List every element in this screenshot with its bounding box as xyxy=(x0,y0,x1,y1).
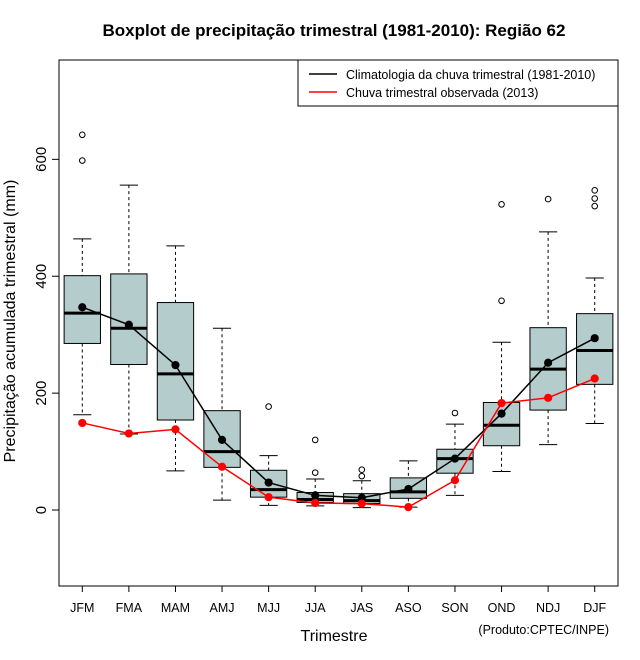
box-ndj xyxy=(529,195,567,446)
outlier-point xyxy=(311,469,319,476)
x-tick-label-mam: MAM xyxy=(161,601,190,615)
x-tick-label-ndj: NDJ xyxy=(536,601,560,615)
outlier-point xyxy=(78,157,86,164)
series-point-observada xyxy=(311,498,320,508)
series-point-climatologia xyxy=(264,478,273,487)
outlier-point xyxy=(498,297,505,305)
x-tick-label-aso: ASO xyxy=(395,601,422,615)
box-fma xyxy=(110,184,148,435)
series-line-climatologia xyxy=(82,306,596,499)
series-lines xyxy=(78,303,599,512)
y-tick-label: 400 xyxy=(33,264,50,289)
x-tick-label-son: SON xyxy=(441,601,468,615)
x-tick-label-jas: JAS xyxy=(350,601,373,615)
series-point-observada xyxy=(544,393,553,402)
y-tick-label: 600 xyxy=(33,147,50,172)
series-point-observada xyxy=(124,429,133,438)
series-point-climatologia xyxy=(311,491,320,500)
outlier-point xyxy=(544,195,552,203)
box-iqr xyxy=(110,273,148,365)
outlier-point xyxy=(265,403,272,410)
box-jfm xyxy=(63,131,101,416)
series-point-observada xyxy=(497,398,506,408)
y-axis: 0 200 400 600 xyxy=(33,147,59,514)
box-djf xyxy=(576,187,614,425)
series-point-observada xyxy=(264,493,273,502)
x-tick-label-djf: DJF xyxy=(583,601,606,615)
x-axis-title: Trimestre xyxy=(301,628,368,645)
legend-label-observada: Chuva trimestral observada (2013) xyxy=(346,86,538,100)
outlier-point xyxy=(591,202,599,210)
series-point-observada xyxy=(450,476,460,485)
x-axis: JFM FMA MAM AMJ MJJ JJA JAS ASO SON OND NDJ DJF xyxy=(70,586,607,615)
y-tick-label: 200 xyxy=(33,381,50,406)
x-tick-label-fma: FMA xyxy=(116,601,143,615)
x-tick-label-jja: JJA xyxy=(305,601,327,615)
series-point-observada xyxy=(78,418,87,428)
outlier-point xyxy=(311,436,319,444)
series-point-climatologia xyxy=(78,303,87,312)
chart-title: Boxplot de precipitação trimestral (1981… xyxy=(103,21,566,40)
series-point-climatologia xyxy=(217,435,227,444)
legend-box xyxy=(297,59,619,107)
x-tick-label-ond: OND xyxy=(488,601,516,615)
series-point-climatologia xyxy=(544,358,553,367)
credit-note: (Produto:CPTEC/INPE) xyxy=(478,623,609,637)
outlier-point xyxy=(591,187,599,194)
outlier-point xyxy=(451,409,459,417)
box-mjj xyxy=(249,403,288,506)
series-point-climatologia xyxy=(124,320,133,329)
series-point-climatologia xyxy=(450,454,460,463)
series-point-observada xyxy=(404,503,413,512)
outlier-point xyxy=(498,201,505,208)
legend-label-climatologia: Climatologia da chuva trimestral (1981-2… xyxy=(346,68,595,82)
series-point-climatologia xyxy=(404,484,413,494)
outlier-point xyxy=(78,131,86,139)
outlier-point xyxy=(358,466,366,473)
series-point-observada xyxy=(590,374,599,383)
y-axis-title: Precipitação acumulada trimestral (mm) xyxy=(2,180,19,463)
series-point-climatologia xyxy=(590,334,599,343)
series-point-climatologia xyxy=(497,409,506,418)
outlier-point xyxy=(591,195,599,202)
series-point-observada xyxy=(171,425,180,434)
x-tick-label-mjj: MJJ xyxy=(257,601,280,615)
boxes xyxy=(63,131,614,509)
x-tick-label-amj: AMJ xyxy=(210,601,235,615)
box-ond xyxy=(482,201,521,472)
box-iqr xyxy=(156,302,195,421)
x-tick-label-jfm: JFM xyxy=(70,601,94,615)
series-point-observada xyxy=(217,462,227,471)
box-mam xyxy=(156,245,195,472)
series-point-observada xyxy=(357,499,366,508)
legend: Climatologia da chuva trimestral (1981-2… xyxy=(297,59,619,107)
series-point-climatologia xyxy=(171,360,180,370)
outlier-point xyxy=(358,472,366,480)
y-tick-label: 0 xyxy=(33,506,50,514)
series-line-observada xyxy=(82,377,595,508)
